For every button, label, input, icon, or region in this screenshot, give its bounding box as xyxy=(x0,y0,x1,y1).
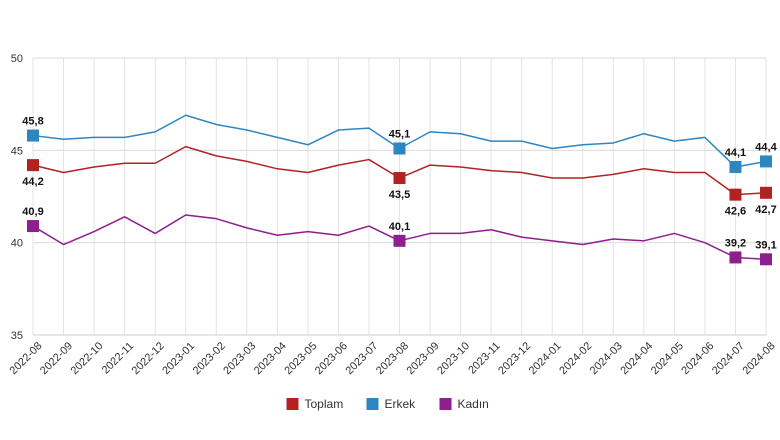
legend-label-kadın: Kadın xyxy=(458,397,489,411)
x-tick-label: 2022-08 xyxy=(8,340,45,377)
x-tick-label: 2023-03 xyxy=(221,340,258,377)
data-point-marker xyxy=(760,253,772,266)
data-label: 43,5 xyxy=(389,189,410,201)
y-tick-label: 50 xyxy=(11,53,23,65)
x-tick-label: 2023-10 xyxy=(435,340,472,377)
x-tick-label: 2022-10 xyxy=(69,340,106,377)
legend-swatch-erkek xyxy=(366,398,379,410)
x-tick-label: 2024-07 xyxy=(710,340,747,377)
data-label: 40,9 xyxy=(22,206,43,218)
data-point-marker xyxy=(393,142,406,155)
x-tick-label: 2024-08 xyxy=(741,340,778,377)
data-label: 45,8 xyxy=(22,116,43,128)
x-tick-label: 2023-08 xyxy=(374,340,411,377)
x-tick-label: 2024-04 xyxy=(618,340,655,377)
x-tick-label: 2023-12 xyxy=(496,340,533,377)
data-label: 40,1 xyxy=(389,221,410,233)
data-point-marker xyxy=(760,155,772,168)
data-point-marker xyxy=(27,159,39,172)
chart-legend: Toplam Erkek Kadın xyxy=(286,397,489,411)
data-point-marker xyxy=(729,188,742,201)
data-point-marker xyxy=(393,234,406,247)
data-point-marker xyxy=(729,160,742,173)
x-tick-label: 2024-01 xyxy=(527,340,564,377)
data-point-marker xyxy=(729,251,742,264)
legend-label-toplam: Toplam xyxy=(305,397,344,411)
legend-swatch-kadın xyxy=(439,398,452,410)
data-label: 39,1 xyxy=(755,239,776,251)
x-tick-label: 2023-11 xyxy=(466,340,502,376)
y-tick-label: 45 xyxy=(11,145,23,157)
data-label: 44,2 xyxy=(22,176,43,188)
data-label: 44,4 xyxy=(755,141,777,153)
x-axis: 2022-082022-092022-102022-112022-122023-… xyxy=(8,334,778,377)
data-point-marker xyxy=(27,220,39,233)
x-tick-label: 2023-04 xyxy=(252,340,289,377)
plot-area: 44,2 43,5 42,6 42,7 45,8 45,1 44,1 44,4 40,9 40,1… xyxy=(22,114,778,266)
y-tick-label: 35 xyxy=(11,330,23,342)
x-tick-label: 2023-09 xyxy=(405,340,442,377)
data-label: 45,1 xyxy=(389,128,410,140)
x-tick-label: 2024-05 xyxy=(649,340,686,377)
data-label: 39,2 xyxy=(725,237,746,249)
y-axis: 35 40 45 50 xyxy=(11,53,23,342)
x-tick-label: 2023-05 xyxy=(282,340,319,377)
x-tick-label: 2024-03 xyxy=(588,340,625,377)
x-tick-label: 2022-09 xyxy=(38,340,75,377)
data-point-marker xyxy=(760,186,772,199)
x-tick-label: 2024-02 xyxy=(557,340,594,377)
x-tick-label: 2023-02 xyxy=(191,340,228,377)
x-tick-label: 2023-07 xyxy=(343,340,380,377)
data-label: 42,7 xyxy=(755,204,776,216)
x-tick-label: 2024-06 xyxy=(679,340,716,377)
legend-label-erkek: Erkek xyxy=(385,397,417,411)
x-tick-label: 2022-11 xyxy=(100,340,136,376)
x-tick-label: 2023-06 xyxy=(313,340,350,377)
x-tick-label: 2022-12 xyxy=(130,340,167,377)
data-point-marker xyxy=(393,172,406,185)
x-tick-label: 2023-01 xyxy=(160,340,197,377)
data-label: 42,6 xyxy=(725,206,746,218)
legend-swatch-toplam xyxy=(286,398,299,410)
y-tick-label: 40 xyxy=(11,238,23,250)
data-label: 44,1 xyxy=(725,147,746,159)
data-point-marker xyxy=(27,129,39,142)
